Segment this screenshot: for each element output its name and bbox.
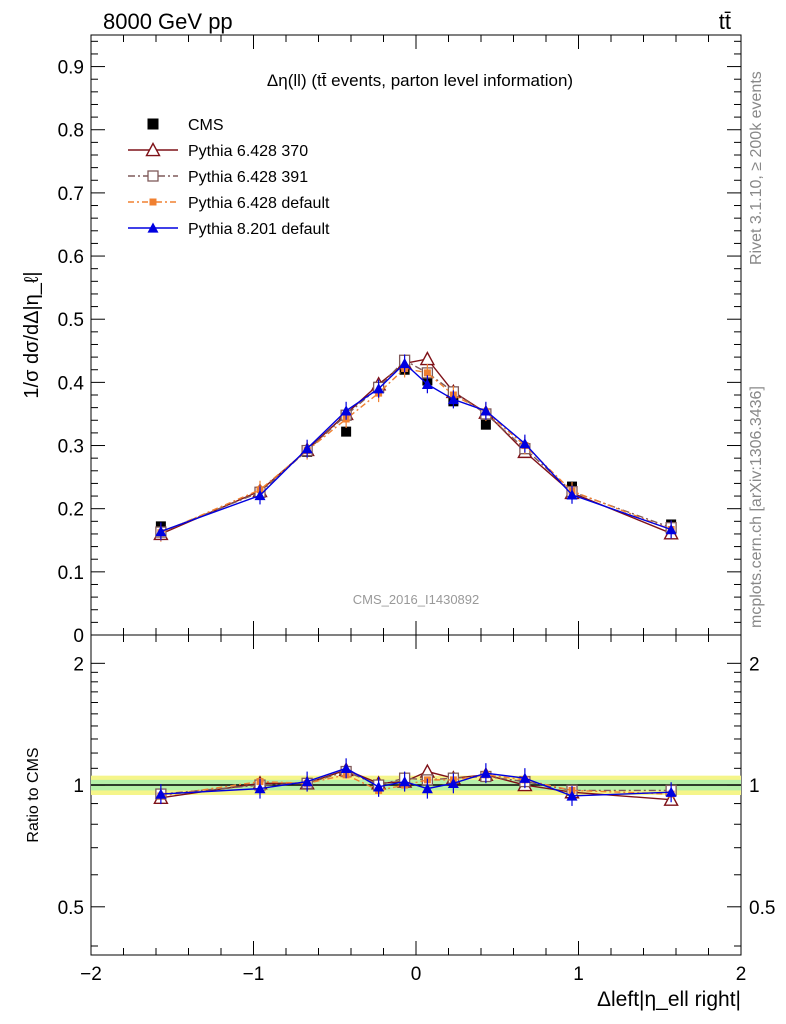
legend: CMS Pythia 6.428 370 Pythia 6.428 391 Pythi… <box>128 117 330 238</box>
data-point <box>423 369 431 377</box>
series-line <box>160 362 672 533</box>
series-pythia-8-201-default <box>155 354 677 541</box>
data-point <box>421 378 433 389</box>
data-point <box>566 489 578 500</box>
legend-entry: Pythia 6.428 default <box>128 195 330 212</box>
main-y-axis: 0 0.1 0.2 0.3 0.4 0.5 0.6 0.7 0.8 0.9 <box>58 40 741 647</box>
y-tick-label: 0.4 <box>58 373 85 394</box>
data-point <box>340 405 352 416</box>
ratio-line <box>160 767 672 797</box>
y-tick-label: 0.6 <box>58 247 84 268</box>
ratio-series-group <box>153 758 679 806</box>
analysis-watermark: CMS_2016_I1430892 <box>353 592 480 607</box>
data-point <box>480 405 492 416</box>
ratio-point <box>301 776 313 787</box>
legend-entry: CMS <box>147 117 224 134</box>
source-label: mcplots.cern.ch [arXiv:1306.3436] <box>748 386 765 628</box>
ratio-y-tick-label: 1 <box>73 776 84 797</box>
legend-entry: Pythia 6.428 370 <box>128 142 308 160</box>
ratio-frame <box>90 634 742 956</box>
x-tick-label: −1 <box>243 964 265 985</box>
legend-marker <box>147 222 159 233</box>
y-tick-label: 0.3 <box>58 437 84 458</box>
chart-title: Δη(ll) (tt̄ events, parton level informa… <box>267 71 573 90</box>
main-panel: 0 0.1 0.2 0.3 0.4 0.5 0.6 0.7 0.8 0.9 Δη(ll) (tt̄… <box>21 34 742 647</box>
data-point <box>399 357 411 369</box>
ratio-y-tick-label: 2 <box>73 654 84 675</box>
y-tick-label: 0.1 <box>58 563 84 584</box>
y-tick-label: 0.7 <box>58 184 84 205</box>
ratio-x-axis: −2 −1 0 1 2 <box>80 635 746 985</box>
x-tick-label: 1 <box>573 964 584 985</box>
data-point <box>419 351 436 366</box>
legend-entry: Pythia 8.201 default <box>128 221 330 238</box>
series-line <box>160 358 672 535</box>
data-point <box>519 438 531 449</box>
y-tick-label: 0.5 <box>58 310 84 331</box>
legend-marker <box>145 142 161 157</box>
series-line <box>160 359 672 533</box>
legend-marker <box>147 118 159 130</box>
data-point <box>665 524 677 535</box>
ratio-point <box>254 783 266 794</box>
x-tick-label: −2 <box>80 964 102 985</box>
legend-marker <box>149 198 157 206</box>
data-point <box>254 489 266 501</box>
ratio-y-tick-label: 0.5 <box>58 898 84 919</box>
y-tick-label: 0 <box>73 626 84 647</box>
x-tick-label: 0 <box>411 964 422 985</box>
x-tick-label: 2 <box>736 964 747 985</box>
ratio-point <box>155 788 167 799</box>
legend-label: Pythia 6.428 370 <box>188 143 308 160</box>
ratio-panel: 0.5 0.5 1 1 2 2 −2 −1 0 1 2 Ratio to CMS Δleft|η_… <box>25 634 775 1011</box>
data-point <box>447 393 459 405</box>
ratio-point <box>566 790 578 801</box>
x-axis-label: Δleft|η_ell right| <box>597 988 741 1011</box>
ratio-point <box>399 776 411 787</box>
legend-label: CMS <box>188 117 224 134</box>
series-cms <box>155 364 677 532</box>
data-point <box>341 426 352 437</box>
process-label: tt̄ <box>719 9 731 34</box>
ratio-y-tick-label-right: 2 <box>749 654 760 675</box>
ratio-point <box>340 762 352 773</box>
energy-label: 8000 GeV pp <box>103 9 233 34</box>
data-point <box>155 525 167 537</box>
legend-marker <box>147 170 159 182</box>
series-pythia-6-428-391 <box>155 354 677 538</box>
series-pythia-6-428-370 <box>153 351 679 541</box>
legend-label: Pythia 8.201 default <box>188 221 330 238</box>
ratio-line <box>160 770 672 795</box>
ratio-y-axis: 0.5 0.5 1 1 2 2 <box>58 654 775 947</box>
data-point <box>301 443 313 454</box>
ratio-point <box>447 777 459 788</box>
series-line <box>160 367 672 534</box>
legend-entry: Pythia 6.428 391 <box>128 169 308 186</box>
y-tick-label: 0.2 <box>58 500 84 521</box>
main-series-group <box>153 351 679 542</box>
y-tick-label: 0.8 <box>58 121 84 142</box>
main-y-axis-label: 1/σ dσ/dΔ|η_ℓ| <box>21 271 43 398</box>
legend-label: Pythia 6.428 391 <box>188 169 308 186</box>
main-x-axis-ticks <box>90 35 742 635</box>
ratio-series-pythia-8-201-default <box>155 758 677 806</box>
ratio-point <box>421 783 433 794</box>
series-pythia-6-428-default <box>157 359 675 542</box>
ratio-y-tick-label-right: 1 <box>749 776 760 797</box>
rivet-label: Rivet 3.1.10, ≥ 200k events <box>748 71 765 265</box>
ratio-point <box>519 772 531 783</box>
y-tick-label: 0.9 <box>58 58 84 79</box>
data-point <box>373 383 385 394</box>
ratio-y-tick-label-right: 0.5 <box>749 898 775 919</box>
ratio-y-axis-label: Ratio to CMS <box>25 747 42 842</box>
data-point <box>480 419 491 430</box>
ratio-point <box>665 786 677 797</box>
ratio-point <box>373 781 385 792</box>
legend-label: Pythia 6.428 default <box>188 195 330 212</box>
ratio-point <box>480 767 492 778</box>
